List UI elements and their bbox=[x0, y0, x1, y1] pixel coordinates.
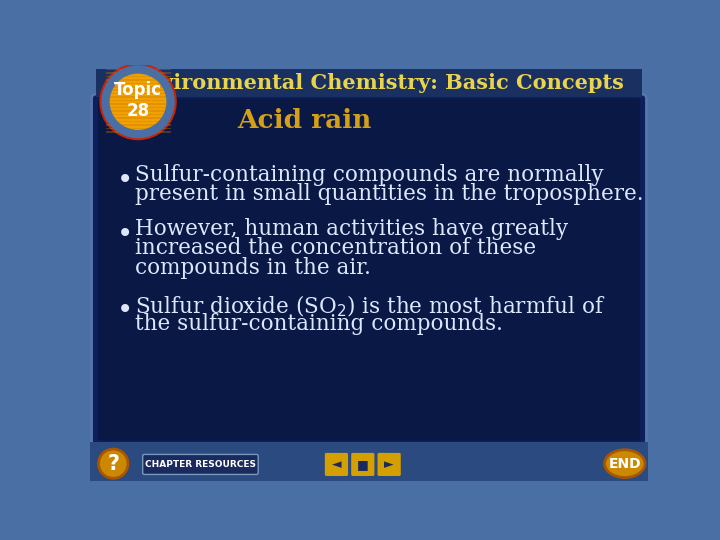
Text: ■: ■ bbox=[357, 458, 369, 471]
Text: ?: ? bbox=[107, 454, 120, 474]
Text: ►: ► bbox=[384, 458, 394, 471]
Bar bbox=[106, 110, 171, 112]
Text: Sulfur dioxide (SO$_2$) is the most harmful of: Sulfur dioxide (SO$_2$) is the most harm… bbox=[135, 294, 606, 319]
Bar bbox=[106, 93, 171, 94]
Text: the sulfur-containing compounds.: the sulfur-containing compounds. bbox=[135, 313, 503, 335]
FancyBboxPatch shape bbox=[98, 99, 640, 441]
Bar bbox=[106, 114, 171, 115]
Bar bbox=[106, 76, 171, 77]
Text: CHAPTER RESOURCES: CHAPTER RESOURCES bbox=[145, 460, 256, 469]
Text: END: END bbox=[608, 457, 641, 471]
Bar bbox=[106, 72, 171, 73]
Text: present in small quantities in the troposphere.: present in small quantities in the tropo… bbox=[135, 184, 644, 205]
Bar bbox=[106, 124, 171, 126]
Text: Environmental Chemistry: Basic Concepts: Environmental Chemistry: Basic Concepts bbox=[130, 73, 624, 93]
Bar bbox=[106, 131, 171, 132]
Ellipse shape bbox=[99, 449, 128, 478]
Bar bbox=[106, 79, 171, 80]
FancyBboxPatch shape bbox=[351, 453, 374, 476]
Text: However, human activities have greatly: However, human activities have greatly bbox=[135, 218, 568, 240]
Circle shape bbox=[106, 70, 171, 134]
Bar bbox=[106, 100, 171, 102]
Text: Acid rain: Acid rain bbox=[238, 108, 372, 133]
Text: •: • bbox=[117, 220, 133, 248]
FancyBboxPatch shape bbox=[91, 94, 647, 445]
Bar bbox=[106, 107, 171, 109]
Bar bbox=[106, 69, 171, 70]
Bar bbox=[106, 96, 171, 98]
Bar bbox=[106, 103, 171, 105]
Bar bbox=[106, 117, 171, 119]
Bar bbox=[106, 83, 171, 84]
Text: Topic
28: Topic 28 bbox=[114, 81, 162, 120]
Text: •: • bbox=[117, 166, 133, 194]
Text: increased the concentration of these: increased the concentration of these bbox=[135, 237, 536, 259]
FancyBboxPatch shape bbox=[377, 453, 401, 476]
Text: compounds in the air.: compounds in the air. bbox=[135, 256, 371, 279]
Text: •: • bbox=[117, 296, 133, 324]
Bar bbox=[90, 442, 648, 481]
Text: Sulfur-containing compounds are normally: Sulfur-containing compounds are normally bbox=[135, 164, 603, 186]
Text: ◄: ◄ bbox=[332, 458, 341, 471]
Circle shape bbox=[99, 63, 177, 140]
Ellipse shape bbox=[605, 450, 645, 477]
Bar bbox=[106, 90, 171, 91]
Bar bbox=[106, 86, 171, 87]
Bar bbox=[96, 70, 642, 97]
Bar bbox=[106, 120, 171, 122]
FancyBboxPatch shape bbox=[143, 455, 258, 475]
Bar bbox=[106, 127, 171, 129]
FancyBboxPatch shape bbox=[325, 453, 348, 476]
